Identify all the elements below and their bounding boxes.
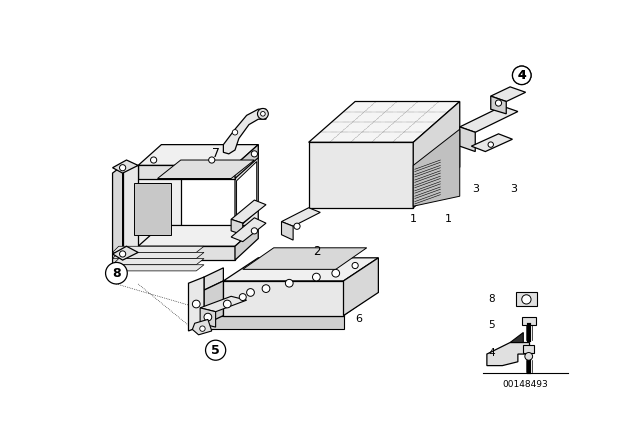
Circle shape <box>106 263 127 284</box>
Polygon shape <box>282 222 293 240</box>
Circle shape <box>232 129 237 135</box>
Text: 3: 3 <box>511 184 518 194</box>
Circle shape <box>260 112 265 116</box>
Circle shape <box>204 313 212 321</box>
Polygon shape <box>522 317 536 325</box>
Circle shape <box>513 66 531 85</box>
Polygon shape <box>157 160 254 178</box>
Text: 6: 6 <box>355 314 362 324</box>
Text: 7: 7 <box>212 147 220 160</box>
Text: 4: 4 <box>517 69 526 82</box>
Polygon shape <box>189 277 204 331</box>
Polygon shape <box>235 145 259 246</box>
Circle shape <box>488 142 493 147</box>
Polygon shape <box>223 281 344 315</box>
Circle shape <box>525 353 532 360</box>
Text: 5: 5 <box>211 344 220 357</box>
Circle shape <box>200 326 205 332</box>
Circle shape <box>209 157 215 163</box>
Polygon shape <box>524 345 534 353</box>
Polygon shape <box>460 127 476 151</box>
Circle shape <box>522 295 531 304</box>
Text: 5: 5 <box>488 320 495 330</box>
Polygon shape <box>204 281 223 325</box>
Circle shape <box>513 66 531 85</box>
Text: 4: 4 <box>517 69 526 82</box>
Polygon shape <box>113 246 138 260</box>
Circle shape <box>495 100 502 106</box>
Text: 00148493: 00148493 <box>503 380 548 389</box>
Polygon shape <box>200 308 216 327</box>
Circle shape <box>150 157 157 163</box>
Polygon shape <box>123 165 138 260</box>
Polygon shape <box>243 248 367 269</box>
Polygon shape <box>138 246 235 260</box>
Polygon shape <box>200 296 246 312</box>
Circle shape <box>120 165 125 171</box>
Polygon shape <box>231 220 243 235</box>
Polygon shape <box>491 87 525 102</box>
Circle shape <box>246 289 254 296</box>
Polygon shape <box>460 106 518 132</box>
Polygon shape <box>308 102 460 142</box>
Circle shape <box>193 300 200 308</box>
Polygon shape <box>223 258 378 281</box>
Circle shape <box>262 285 270 293</box>
Circle shape <box>120 251 125 257</box>
Text: 3: 3 <box>472 184 479 194</box>
Circle shape <box>223 300 231 308</box>
Polygon shape <box>491 96 506 114</box>
Polygon shape <box>138 225 259 246</box>
Circle shape <box>252 228 257 234</box>
Polygon shape <box>113 160 138 173</box>
Polygon shape <box>113 265 204 271</box>
Circle shape <box>294 223 300 229</box>
Text: 1: 1 <box>410 214 417 224</box>
Text: 1: 1 <box>445 214 452 224</box>
Polygon shape <box>189 315 344 329</box>
Polygon shape <box>487 343 529 366</box>
Polygon shape <box>113 258 204 265</box>
Polygon shape <box>113 246 204 252</box>
Circle shape <box>352 263 358 269</box>
Polygon shape <box>231 218 266 241</box>
Polygon shape <box>189 294 374 315</box>
Polygon shape <box>510 332 524 343</box>
Polygon shape <box>138 145 259 165</box>
Polygon shape <box>344 258 378 315</box>
Circle shape <box>312 273 320 281</box>
Polygon shape <box>413 102 460 208</box>
Polygon shape <box>123 173 180 246</box>
Circle shape <box>239 293 246 301</box>
Polygon shape <box>235 145 259 178</box>
Polygon shape <box>472 134 513 151</box>
Circle shape <box>332 269 340 277</box>
Polygon shape <box>134 183 172 235</box>
Polygon shape <box>237 162 257 229</box>
Polygon shape <box>413 129 460 206</box>
Polygon shape <box>204 268 223 290</box>
Text: 4: 4 <box>488 348 495 358</box>
Text: 8: 8 <box>112 267 121 280</box>
Polygon shape <box>308 142 413 208</box>
Circle shape <box>205 340 226 360</box>
Polygon shape <box>235 225 259 260</box>
Text: 2: 2 <box>312 245 320 258</box>
Polygon shape <box>231 200 266 223</box>
Circle shape <box>257 108 268 119</box>
Polygon shape <box>516 293 537 306</box>
Polygon shape <box>138 165 235 178</box>
Polygon shape <box>113 165 123 268</box>
Polygon shape <box>223 109 266 154</box>
Text: 8: 8 <box>488 293 495 304</box>
Polygon shape <box>282 208 320 226</box>
Polygon shape <box>193 319 212 335</box>
Circle shape <box>252 151 257 157</box>
Circle shape <box>285 280 293 287</box>
Polygon shape <box>113 252 204 258</box>
